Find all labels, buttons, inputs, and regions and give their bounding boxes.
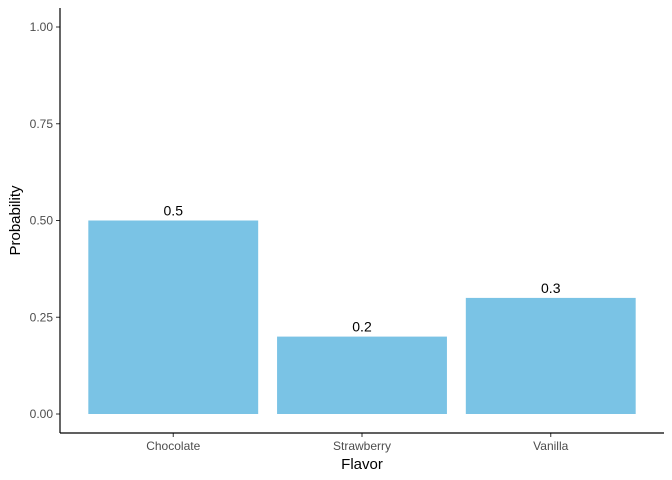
y-tick-label: 1.00 bbox=[30, 20, 54, 34]
bar-strawberry bbox=[277, 336, 447, 414]
x-tick-label-vanilla: Vanilla bbox=[533, 439, 568, 453]
y-axis-title: Probability bbox=[7, 185, 24, 256]
y-tick-label: 0.00 bbox=[30, 407, 54, 421]
data-label-strawberry: 0.2 bbox=[352, 319, 372, 335]
y-tick-label: 0.25 bbox=[30, 310, 54, 324]
x-tick-label-strawberry: Strawberry bbox=[333, 439, 391, 453]
data-labels: 0.5 0.2 0.3 bbox=[164, 203, 561, 335]
data-label-chocolate: 0.5 bbox=[164, 203, 184, 219]
x-tick-label-chocolate: Chocolate bbox=[146, 439, 200, 453]
y-tick-label: 0.50 bbox=[30, 214, 54, 228]
x-axis-ticks: Chocolate Strawberry Vanilla bbox=[146, 433, 569, 453]
data-label-vanilla: 0.3 bbox=[541, 280, 561, 296]
bar-vanilla bbox=[465, 297, 636, 414]
y-tick-label: 0.75 bbox=[30, 117, 54, 131]
x-axis-title: Flavor bbox=[341, 456, 383, 473]
bars bbox=[88, 220, 636, 414]
y-axis-ticks: 0.00 0.25 0.50 0.75 1.00 bbox=[30, 20, 60, 421]
bar-chocolate bbox=[88, 220, 259, 414]
